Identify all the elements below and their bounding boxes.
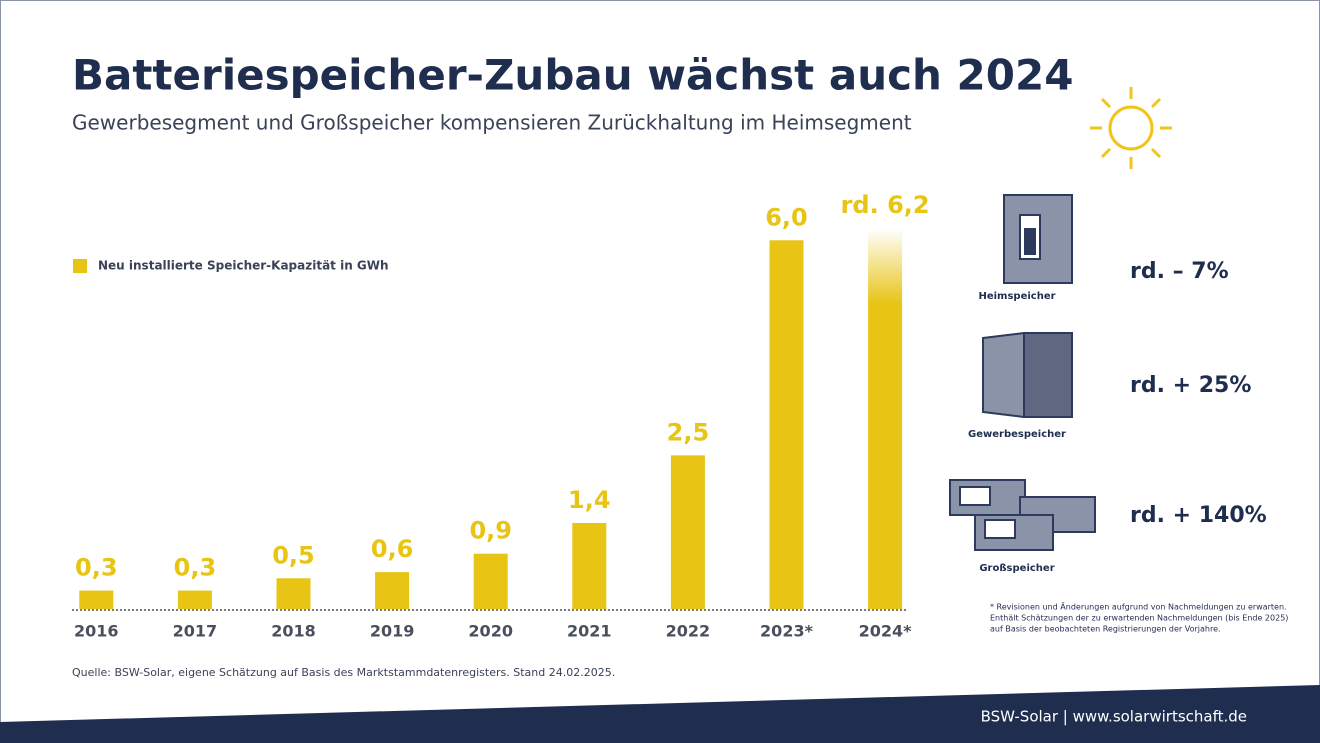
- bar: [375, 572, 410, 609]
- legend-swatch: [73, 259, 87, 273]
- footnote: * Revisionen und Änderungen aufgrund von…: [990, 602, 1288, 634]
- bar: [177, 590, 212, 609]
- x-tick-label: 2021: [567, 622, 612, 641]
- utility-storage-icon: [949, 479, 1096, 551]
- bar: [769, 240, 804, 609]
- bar: [79, 590, 114, 609]
- commercial-storage-icon: [982, 331, 1073, 419]
- x-tick-label: 2017: [173, 622, 218, 641]
- segment-change: rd. + 140%: [1130, 503, 1267, 528]
- segment-change: rd. + 25%: [1130, 373, 1251, 398]
- value-label: 6,0: [765, 203, 808, 231]
- bar: [473, 553, 508, 609]
- legend-label: Neu installierte Speicher-Kapazität in G…: [98, 259, 389, 273]
- value-label: 2,5: [667, 418, 710, 446]
- value-label: 0,3: [75, 554, 118, 582]
- source: Quelle: BSW-Solar, eigene Schätzung auf …: [72, 666, 615, 679]
- value-label: 1,4: [568, 486, 611, 514]
- segment-change: rd. – 7%: [1130, 259, 1229, 284]
- footnote-line: Enthält Schätzungen der zu erwartenden N…: [990, 614, 1288, 623]
- value-label: rd. 6,2: [841, 191, 930, 219]
- bar: [276, 578, 311, 609]
- value-label: 0,5: [272, 541, 315, 569]
- sun-icon: [1090, 87, 1172, 169]
- value-label: 0,6: [371, 535, 414, 563]
- bar: [572, 522, 607, 609]
- chart-title: Batteriespeicher-Zubau wächst auch 2024: [72, 51, 1073, 100]
- segment-label: Gewerbespeicher: [968, 429, 1066, 440]
- chart-subtitle: Gewerbesegment und Großspeicher kompensi…: [72, 111, 912, 135]
- value-label: 0,3: [174, 554, 217, 582]
- segment-label: Heimspeicher: [978, 291, 1055, 302]
- segment-label: Großspeicher: [979, 563, 1054, 574]
- value-label: 0,9: [469, 517, 512, 545]
- bar: [868, 228, 903, 609]
- x-tick-label: 2020: [468, 622, 513, 641]
- footer: BSW-Solar | www.solarwirtschaft.de: [981, 708, 1247, 726]
- x-tick-label: 2016: [74, 622, 119, 641]
- footnote-line: * Revisionen und Änderungen aufgrund von…: [990, 602, 1287, 612]
- x-tick-label: 2022: [666, 622, 711, 641]
- footer-band: [0, 685, 1320, 743]
- x-tick-label: 2023*: [760, 622, 814, 641]
- x-tick-label: 2018: [271, 622, 316, 641]
- x-tick-label: 2019: [370, 622, 415, 641]
- home-storage-icon: [1003, 194, 1073, 284]
- footnote-line: auf Basis der beobachteten Registrierung…: [990, 625, 1221, 634]
- bar: [670, 455, 705, 609]
- x-tick-label: 2024*: [859, 622, 913, 641]
